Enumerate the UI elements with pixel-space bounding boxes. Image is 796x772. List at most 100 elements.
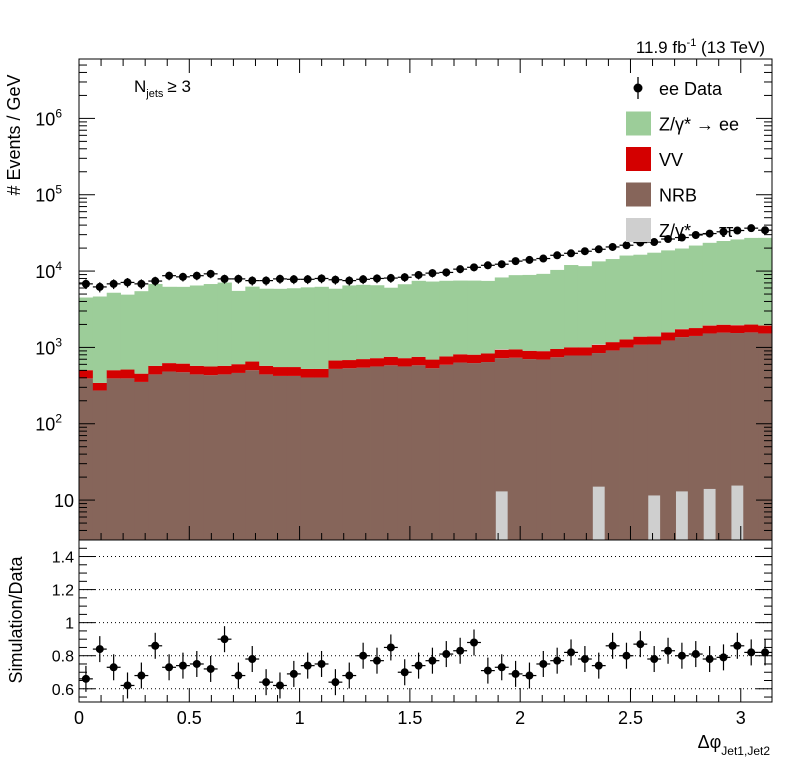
data-points: [79, 224, 772, 293]
bar-vv: [605, 342, 620, 351]
ratio-point: [372, 656, 381, 665]
bar-vv: [688, 328, 704, 336]
bar-nrb: [661, 340, 676, 540]
data-point: [220, 274, 229, 283]
x-tick-label: 0: [74, 708, 84, 728]
ratio-point: [289, 669, 298, 678]
data-point: [248, 276, 257, 285]
ratio-points: [79, 626, 772, 699]
x-tick-label: 1.5: [397, 708, 422, 728]
bar-nrb: [203, 375, 218, 540]
bar-nrb: [647, 344, 662, 540]
ratio-point: [567, 648, 576, 657]
legend-label-zee: Z/γ* → ee: [659, 115, 739, 135]
ratio-point: [539, 659, 548, 668]
ratio-point: [497, 663, 506, 672]
bar-nrb: [633, 344, 648, 540]
ratio-x-axis: 0 0.5 1 1.5 2 2.5 3: [74, 688, 746, 728]
ratio-point: [331, 678, 340, 687]
bar-nrb: [383, 365, 399, 540]
data-point: [456, 265, 465, 274]
data-point: [428, 269, 437, 278]
y-tick-label: 102: [35, 412, 62, 435]
data-point: [650, 238, 659, 247]
y-axis-label: # Events / GeV: [4, 74, 24, 195]
bar-vv: [328, 360, 343, 369]
lumi-label: 11.9 fb-1 (13 TeV): [636, 37, 765, 57]
bar-vv: [300, 368, 316, 378]
legend-label-vv: VV: [659, 150, 683, 170]
bar-vv: [674, 329, 690, 338]
ratio-point: [428, 656, 437, 665]
ratio-point: [691, 650, 700, 659]
bar-nrb: [120, 378, 135, 540]
data-point: [400, 273, 409, 282]
ratio-point: [165, 663, 174, 672]
bar-vv: [467, 354, 482, 364]
x-tick-label: 2: [515, 708, 525, 728]
ratio-point: [636, 640, 645, 649]
data-point: [594, 245, 603, 254]
bar-ztt-overlay: [675, 491, 688, 540]
data-point: [262, 276, 271, 285]
bar-nrb: [245, 370, 260, 540]
bar-zee: [453, 280, 468, 355]
ratio-point: [386, 643, 395, 652]
bar-zee: [522, 274, 537, 351]
bar-vv: [411, 356, 426, 366]
bar-vv: [259, 365, 274, 375]
bar-nrb: [758, 333, 773, 540]
bar-nrb: [342, 368, 357, 540]
bar-nrb: [134, 381, 149, 540]
bar-vv: [536, 351, 551, 360]
ratio-point: [303, 661, 312, 670]
bar-nrb: [702, 333, 717, 540]
ratio-frame: [78, 539, 773, 703]
ratio-y-axis: 0.6 0.8 1 1.2 1.4: [52, 547, 772, 699]
data-point: [705, 229, 714, 238]
legend-label-ztt: Z/γ* → ττ: [659, 221, 733, 241]
x-tick-label: 1: [295, 708, 305, 728]
bar-nrb: [259, 374, 274, 540]
bar-zee: [245, 286, 260, 362]
bar-vv: [494, 349, 510, 359]
bar-nrb: [550, 357, 565, 540]
bar-zee: [577, 266, 593, 348]
ratio-point: [109, 663, 118, 672]
data-point: [372, 274, 381, 283]
data-point: [470, 263, 479, 272]
bar-zee: [79, 297, 94, 371]
bar-vv: [148, 365, 163, 375]
legend-swatch-nrb: [626, 182, 651, 207]
bar-nrb: [92, 390, 108, 540]
bar-nrb: [605, 350, 620, 540]
bar-zee: [605, 259, 620, 343]
bar-vv: [661, 332, 676, 341]
ratio-point: [178, 661, 187, 670]
ratio-point: [275, 681, 284, 690]
x-tick-label: 2.5: [618, 708, 643, 728]
bar-zee: [439, 280, 454, 357]
ratio-point: [525, 671, 534, 680]
bar-nrb: [370, 366, 385, 540]
bar-nrb: [79, 378, 94, 540]
ratio-point: [719, 653, 728, 662]
data-point: [414, 270, 423, 279]
ratio-point: [123, 681, 132, 690]
data-point: [747, 224, 756, 233]
bar-ztt-overlay: [703, 488, 716, 540]
bar-zee: [370, 285, 385, 359]
ratio-y-tick-label: 0.6: [52, 682, 74, 699]
bar-nrb: [564, 355, 579, 540]
bar-zee: [550, 269, 565, 349]
bar-vv: [342, 360, 357, 369]
ratio-point: [317, 659, 326, 668]
bar-vv: [203, 366, 218, 376]
ratio-point: [414, 661, 423, 670]
bar-zee: [134, 291, 149, 374]
ratio-y-label: Simulation/Data: [6, 555, 26, 683]
legend-swatch-zee: [626, 111, 651, 136]
bar-zee: [411, 280, 426, 357]
bar-nrb: [217, 374, 232, 540]
bar-zee: [342, 285, 357, 361]
